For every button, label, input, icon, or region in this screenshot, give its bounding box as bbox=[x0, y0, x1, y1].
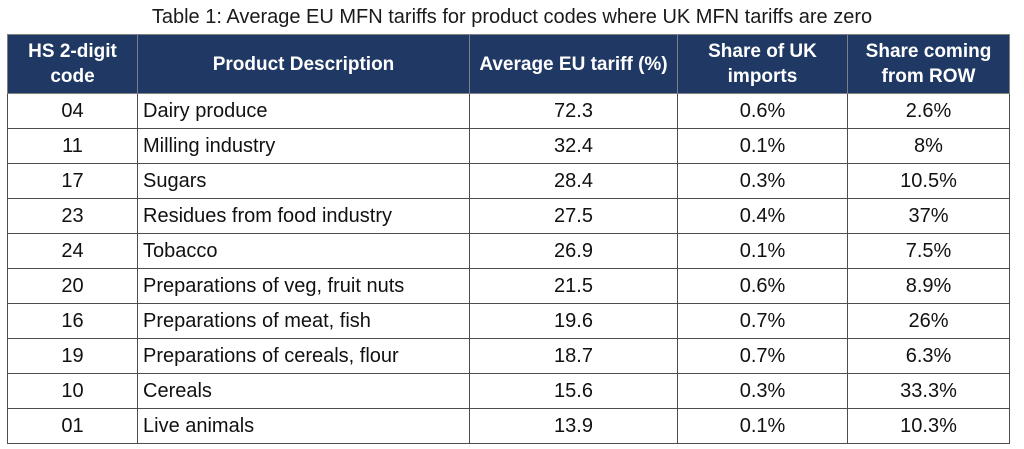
cell-average-eu-tariff: 27.5 bbox=[469, 198, 678, 234]
cell-product-description: Live animals bbox=[137, 408, 470, 444]
cell-share-uk-imports: 0.3% bbox=[677, 163, 848, 199]
cell-share-row: 10.5% bbox=[847, 163, 1010, 199]
cell-product-description: Preparations of veg, fruit nuts bbox=[137, 268, 470, 304]
cell-hs-code: 01 bbox=[7, 408, 138, 444]
cell-share-row: 26% bbox=[847, 303, 1010, 339]
cell-share-row: 8% bbox=[847, 128, 1010, 164]
cell-average-eu-tariff: 21.5 bbox=[469, 268, 678, 304]
cell-average-eu-tariff: 28.4 bbox=[469, 163, 678, 199]
table-row: 04 Dairy produce 72.3 0.6% 2.6% bbox=[7, 93, 1010, 129]
cell-share-row: 8.9% bbox=[847, 268, 1010, 304]
cell-share-uk-imports: 0.6% bbox=[677, 268, 848, 304]
table-row: 23 Residues from food industry 27.5 0.4%… bbox=[7, 198, 1010, 234]
cell-share-row: 10.3% bbox=[847, 408, 1010, 444]
cell-hs-code: 04 bbox=[7, 93, 138, 129]
table-row: 24 Tobacco 26.9 0.1% 7.5% bbox=[7, 233, 1010, 269]
table-row: 20 Preparations of veg, fruit nuts 21.5 … bbox=[7, 268, 1010, 304]
table-row: 17 Sugars 28.4 0.3% 10.5% bbox=[7, 163, 1010, 199]
cell-share-row: 37% bbox=[847, 198, 1010, 234]
table-row: 19 Preparations of cereals, flour 18.7 0… bbox=[7, 338, 1010, 374]
cell-hs-code: 23 bbox=[7, 198, 138, 234]
cell-share-uk-imports: 0.1% bbox=[677, 233, 848, 269]
cell-hs-code: 10 bbox=[7, 373, 138, 409]
cell-average-eu-tariff: 18.7 bbox=[469, 338, 678, 374]
table-row: 10 Cereals 15.6 0.3% 33.3% bbox=[7, 373, 1010, 409]
cell-share-row: 2.6% bbox=[847, 93, 1010, 129]
header-share-uk-imports: Share of UK imports bbox=[677, 34, 848, 94]
cell-share-uk-imports: 0.3% bbox=[677, 373, 848, 409]
cell-average-eu-tariff: 72.3 bbox=[469, 93, 678, 129]
cell-hs-code: 17 bbox=[7, 163, 138, 199]
header-hs-code: HS 2-digit code bbox=[7, 34, 138, 94]
header-product-description: Product Description bbox=[137, 34, 470, 94]
table-caption: Table 1: Average EU MFN tariffs for prod… bbox=[151, 6, 873, 28]
cell-hs-code: 24 bbox=[7, 233, 138, 269]
cell-share-uk-imports: 0.1% bbox=[677, 408, 848, 444]
cell-average-eu-tariff: 15.6 bbox=[469, 373, 678, 409]
cell-share-uk-imports: 0.7% bbox=[677, 303, 848, 339]
tariff-table: HS 2-digit code Product Description Aver… bbox=[7, 34, 1010, 444]
cell-product-description: Tobacco bbox=[137, 233, 470, 269]
cell-average-eu-tariff: 19.6 bbox=[469, 303, 678, 339]
cell-average-eu-tariff: 32.4 bbox=[469, 128, 678, 164]
cell-share-uk-imports: 0.1% bbox=[677, 128, 848, 164]
cell-product-description: Cereals bbox=[137, 373, 470, 409]
cell-hs-code: 11 bbox=[7, 128, 138, 164]
cell-share-uk-imports: 0.6% bbox=[677, 93, 848, 129]
header-average-eu-tariff: Average EU tariff (%) bbox=[469, 34, 678, 94]
cell-average-eu-tariff: 13.9 bbox=[469, 408, 678, 444]
header-share-row: Share coming from ROW bbox=[847, 34, 1010, 94]
cell-product-description: Milling industry bbox=[137, 128, 470, 164]
cell-hs-code: 19 bbox=[7, 338, 138, 374]
cell-hs-code: 16 bbox=[7, 303, 138, 339]
cell-hs-code: 20 bbox=[7, 268, 138, 304]
cell-share-uk-imports: 0.7% bbox=[677, 338, 848, 374]
cell-product-description: Residues from food industry bbox=[137, 198, 470, 234]
header-row: HS 2-digit code Product Description Aver… bbox=[7, 34, 1010, 94]
table-row: 11 Milling industry 32.4 0.1% 8% bbox=[7, 128, 1010, 164]
cell-product-description: Preparations of meat, fish bbox=[137, 303, 470, 339]
table-header: HS 2-digit code Product Description Aver… bbox=[7, 34, 1010, 94]
cell-share-row: 7.5% bbox=[847, 233, 1010, 269]
table-body: 04 Dairy produce 72.3 0.6% 2.6% 11 Milli… bbox=[7, 93, 1010, 444]
cell-share-row: 6.3% bbox=[847, 338, 1010, 374]
table-row: 01 Live animals 13.9 0.1% 10.3% bbox=[7, 408, 1010, 444]
cell-share-uk-imports: 0.4% bbox=[677, 198, 848, 234]
cell-product-description: Dairy produce bbox=[137, 93, 470, 129]
cell-product-description: Sugars bbox=[137, 163, 470, 199]
cell-average-eu-tariff: 26.9 bbox=[469, 233, 678, 269]
cell-product-description: Preparations of cereals, flour bbox=[137, 338, 470, 374]
table-row: 16 Preparations of meat, fish 19.6 0.7% … bbox=[7, 303, 1010, 339]
cell-share-row: 33.3% bbox=[847, 373, 1010, 409]
